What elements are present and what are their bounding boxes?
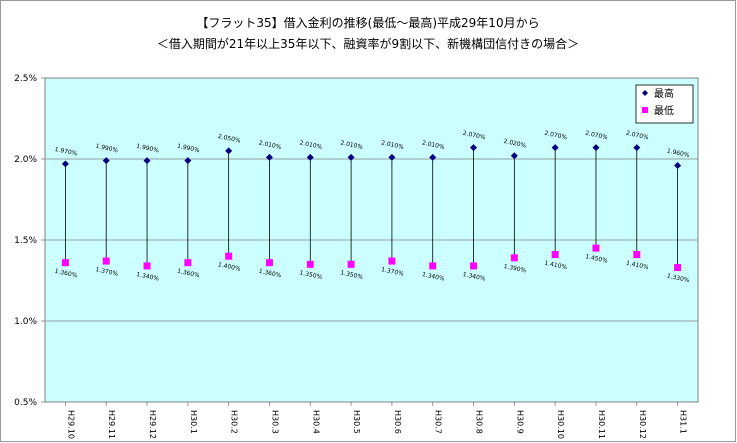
low-point-label: 1.410% [544, 260, 568, 272]
high-point [633, 144, 641, 152]
high-point-label: 2.010% [340, 139, 364, 151]
high-point [265, 153, 273, 161]
high-point-label: 2.010% [299, 139, 323, 151]
x-tick-label: H30.9 [515, 410, 524, 434]
low-point [184, 259, 192, 267]
chart-title-line2: ＜借入期間が21年以上35年以下、融資率が9割以下、新機構団信付きの場合＞ [157, 36, 579, 51]
legend-marker-high [642, 90, 648, 96]
low-point-label: 1.340% [136, 271, 160, 283]
data-points [61, 144, 682, 272]
high-point-label: 2.070% [625, 130, 649, 142]
low-point [429, 262, 437, 270]
low-point-label: 1.360% [54, 268, 78, 280]
high-point [510, 152, 518, 160]
high-point-label: 1.990% [95, 143, 119, 155]
range-lines [65, 147, 678, 268]
high-point [429, 153, 437, 161]
low-point [592, 244, 600, 252]
low-point [265, 259, 273, 267]
high-point [592, 144, 600, 152]
high-point-label: 1.960% [666, 148, 690, 160]
low-point [61, 259, 69, 267]
x-tick-label: H29.11 [107, 410, 116, 439]
low-point-label: 1.370% [95, 266, 119, 278]
x-tick-label: H30.11 [597, 410, 606, 439]
x-tick-label: H30.8 [475, 410, 484, 434]
low-point [306, 260, 314, 268]
low-point-label: 1.350% [299, 269, 323, 281]
low-point-label: 1.330% [666, 273, 690, 285]
low-point [143, 262, 151, 270]
x-tick-label: H30.2 [230, 410, 239, 434]
low-point [388, 257, 396, 265]
low-point-label: 1.370% [380, 266, 404, 278]
y-tick-label: 1.0% [14, 317, 37, 327]
low-point [674, 264, 682, 272]
low-point [225, 252, 233, 260]
high-point-label: 2.010% [380, 139, 404, 151]
high-point [102, 157, 110, 165]
high-point-label: 2.070% [462, 130, 486, 142]
high-point-label: 2.070% [585, 130, 609, 142]
y-tick-label: 2.0% [14, 155, 37, 165]
x-tick-label: H30.10 [556, 410, 565, 439]
x-tick-label: H30.12 [638, 410, 647, 439]
high-point [470, 144, 478, 152]
y-tick-label: 1.5% [14, 236, 37, 246]
high-point [388, 153, 396, 161]
x-tick-label: H30.6 [393, 410, 402, 434]
high-point-label: 2.070% [544, 130, 568, 142]
low-point [510, 254, 518, 262]
high-point [674, 161, 682, 169]
low-point-label: 1.450% [585, 253, 609, 265]
low-point-label: 1.350% [340, 269, 364, 281]
x-tick-label: H30.5 [352, 410, 361, 434]
low-point [551, 251, 559, 259]
legend: 最高 最低 [635, 84, 694, 124]
low-point-label: 1.340% [421, 271, 445, 283]
x-tick-label: H30.1 [189, 410, 198, 434]
x-axis-ticks: H29.10 H29.11 H29.12 H30.1 H30.2 H30.3 H30.4 H3… [65, 402, 688, 439]
high-point-label: 1.970% [54, 146, 78, 158]
high-point-label: 2.010% [421, 139, 445, 151]
low-point-label: 1.400% [217, 261, 241, 273]
high-point [225, 147, 233, 155]
high-point-label: 1.990% [136, 143, 160, 155]
legend-label-low: 最低 [654, 104, 674, 117]
high-point [551, 144, 559, 152]
low-point-label: 1.360% [258, 268, 282, 280]
high-point-label: 2.050% [217, 133, 241, 145]
y-tick-label: 0.5% [14, 398, 37, 408]
grid-lines [45, 158, 698, 322]
x-tick-label: H29.12 [148, 410, 157, 439]
high-point [61, 160, 69, 168]
x-tick-label: H29.10 [66, 410, 75, 439]
low-point [102, 257, 110, 265]
high-point [347, 153, 355, 161]
point-labels: 1.970% 1.990% 1.990% 1.990% 2.050% 2.010% 2.01… [54, 130, 690, 285]
low-point-label: 1.410% [625, 260, 649, 272]
high-point-label: 2.010% [258, 139, 282, 151]
low-point-label: 1.390% [503, 263, 527, 275]
y-axis-ticks: 2.5% 2.0% 1.5% 1.0% 0.5% [14, 74, 45, 408]
legend-marker-low [642, 107, 648, 113]
x-tick-label: H30.4 [311, 410, 320, 434]
legend-label-high: 最高 [654, 87, 674, 100]
x-tick-label: H30.3 [270, 410, 279, 434]
x-tick-label: H31.1 [679, 410, 688, 434]
low-point [470, 262, 478, 270]
high-point-label: 1.990% [176, 143, 200, 155]
low-point-label: 1.340% [462, 271, 486, 283]
high-point [306, 153, 314, 161]
low-point-label: 1.360% [176, 268, 200, 280]
chart-title-line1: 【フラット35】借入金利の推移(最低～最高)平成29年10月から [196, 15, 539, 30]
high-point-label: 2.020% [503, 138, 527, 150]
x-tick-label: H30.7 [434, 410, 443, 434]
high-point [143, 157, 151, 165]
low-point [633, 251, 641, 259]
high-point [184, 157, 192, 165]
low-point [347, 260, 355, 268]
y-tick-label: 2.5% [14, 74, 37, 84]
